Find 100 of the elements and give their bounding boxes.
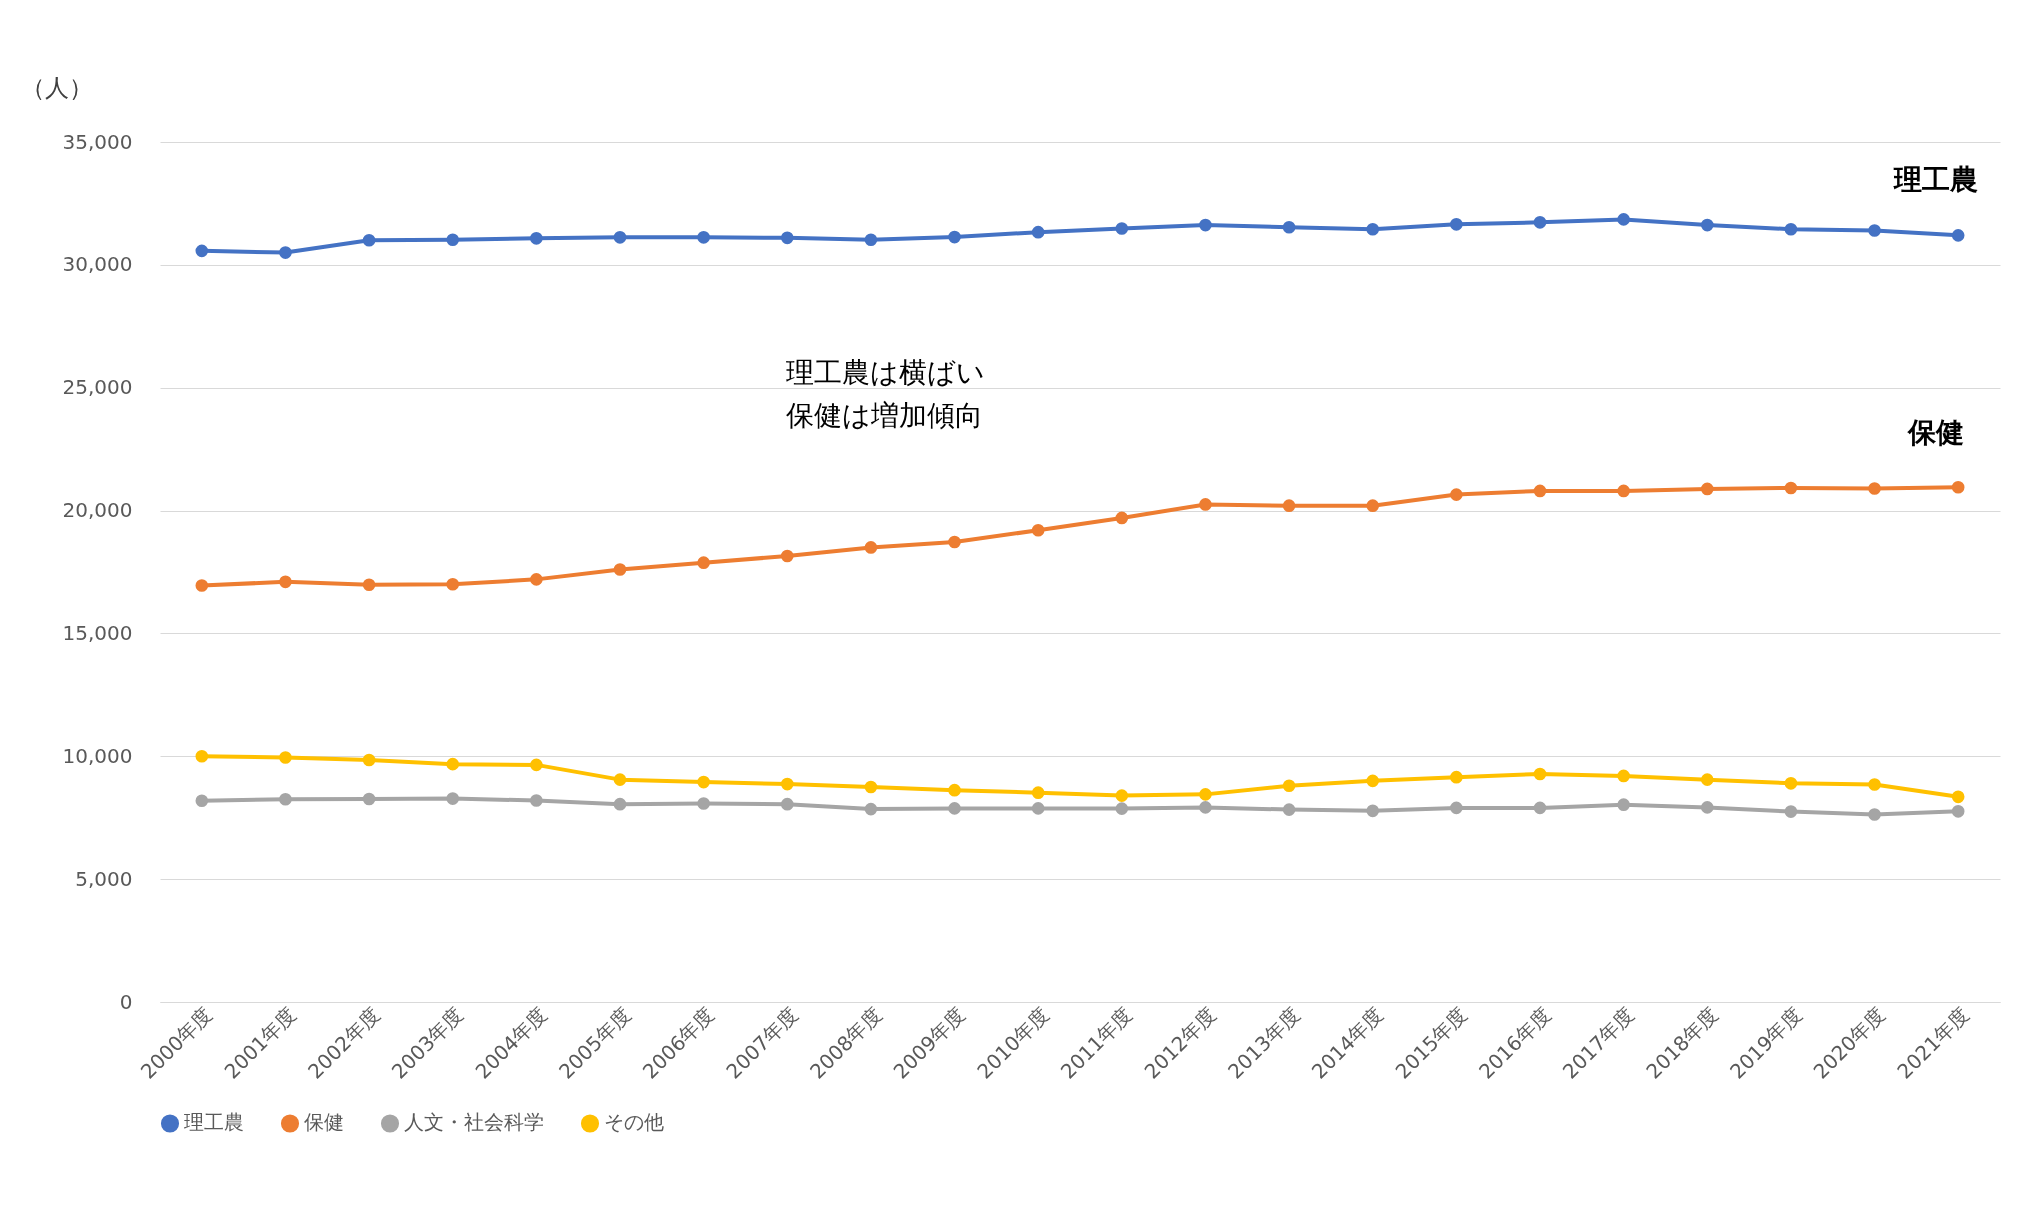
point <box>446 577 460 591</box>
point <box>613 231 627 244</box>
point <box>780 549 794 563</box>
point <box>613 773 627 786</box>
point <box>864 802 878 816</box>
annotation: 理工農は横ばい <box>785 356 985 390</box>
point <box>1868 224 1881 237</box>
point <box>1700 218 1714 232</box>
legend-label: 人文・社会科学 <box>404 1110 544 1135</box>
point <box>1617 484 1630 498</box>
point <box>1533 484 1547 498</box>
point <box>195 749 209 763</box>
y-tick-label: 20,000 <box>62 498 133 523</box>
point <box>195 794 209 808</box>
point <box>1784 481 1798 495</box>
point <box>1700 773 1714 786</box>
point <box>362 792 376 806</box>
point <box>1366 774 1380 788</box>
point <box>948 783 961 797</box>
point <box>1784 222 1798 236</box>
annotation: 理工農 <box>1892 162 1978 196</box>
point <box>446 757 460 771</box>
point <box>1366 222 1380 236</box>
point <box>780 231 794 245</box>
annotation: 保健 <box>1906 416 1964 450</box>
point <box>1031 225 1045 239</box>
point <box>446 233 460 247</box>
point <box>530 794 543 807</box>
point <box>1199 498 1212 511</box>
point <box>1366 804 1380 818</box>
point <box>1951 480 1965 494</box>
point <box>279 751 292 764</box>
point <box>279 575 292 589</box>
point <box>1617 213 1630 226</box>
point <box>864 780 878 794</box>
point <box>780 797 794 811</box>
point <box>1533 767 1547 781</box>
point <box>279 792 292 806</box>
y-tick-label: 15,000 <box>62 620 133 645</box>
point <box>1366 499 1380 512</box>
y-axis-title: （人） <box>20 73 93 102</box>
annotation: 保健は増加傾向 <box>785 399 983 433</box>
point <box>613 563 627 576</box>
point <box>1450 218 1463 231</box>
point <box>1951 229 1965 242</box>
point <box>1784 805 1798 818</box>
point <box>1115 511 1129 525</box>
point <box>1700 801 1714 814</box>
point <box>530 758 543 772</box>
point <box>530 232 543 245</box>
point <box>1951 790 1965 804</box>
point <box>697 231 710 244</box>
point <box>864 541 878 554</box>
point <box>362 753 376 767</box>
point <box>1115 789 1129 802</box>
point <box>1282 220 1296 234</box>
point <box>1450 770 1463 784</box>
y-tick-label: 30,000 <box>62 252 133 277</box>
point <box>613 797 627 811</box>
point <box>195 579 209 592</box>
legend-label: その他 <box>604 1110 664 1135</box>
point <box>1784 777 1798 790</box>
y-tick-label: 0 <box>119 989 133 1014</box>
point <box>1951 805 1965 818</box>
point <box>1617 798 1630 811</box>
point <box>362 578 376 592</box>
point <box>1533 801 1547 815</box>
point <box>1868 482 1881 495</box>
legend-label: 理工農 <box>184 1110 244 1135</box>
point <box>948 802 961 815</box>
point <box>1450 488 1463 501</box>
point <box>697 556 710 569</box>
y-tick-label: 10,000 <box>62 743 133 768</box>
y-tick-label: 35,000 <box>62 129 133 154</box>
point <box>195 244 209 258</box>
point <box>697 797 710 810</box>
point <box>362 233 376 247</box>
point <box>1868 778 1881 791</box>
point <box>1115 222 1129 235</box>
point <box>1617 769 1630 783</box>
point <box>1031 786 1045 799</box>
point <box>864 233 878 247</box>
point <box>1199 801 1212 814</box>
point <box>1115 802 1129 815</box>
point <box>530 573 543 586</box>
point <box>1282 499 1296 512</box>
point <box>697 775 710 789</box>
y-tick-label: 5,000 <box>75 866 133 891</box>
point <box>1031 523 1045 537</box>
y-tick-label: 25,000 <box>62 375 133 400</box>
point <box>1450 801 1463 815</box>
point <box>1868 808 1881 821</box>
point <box>1031 802 1045 815</box>
point <box>279 246 292 259</box>
point <box>1700 482 1714 496</box>
point <box>446 792 460 805</box>
point <box>1282 779 1296 793</box>
point <box>1282 803 1296 816</box>
point <box>780 777 794 791</box>
point <box>948 230 961 244</box>
